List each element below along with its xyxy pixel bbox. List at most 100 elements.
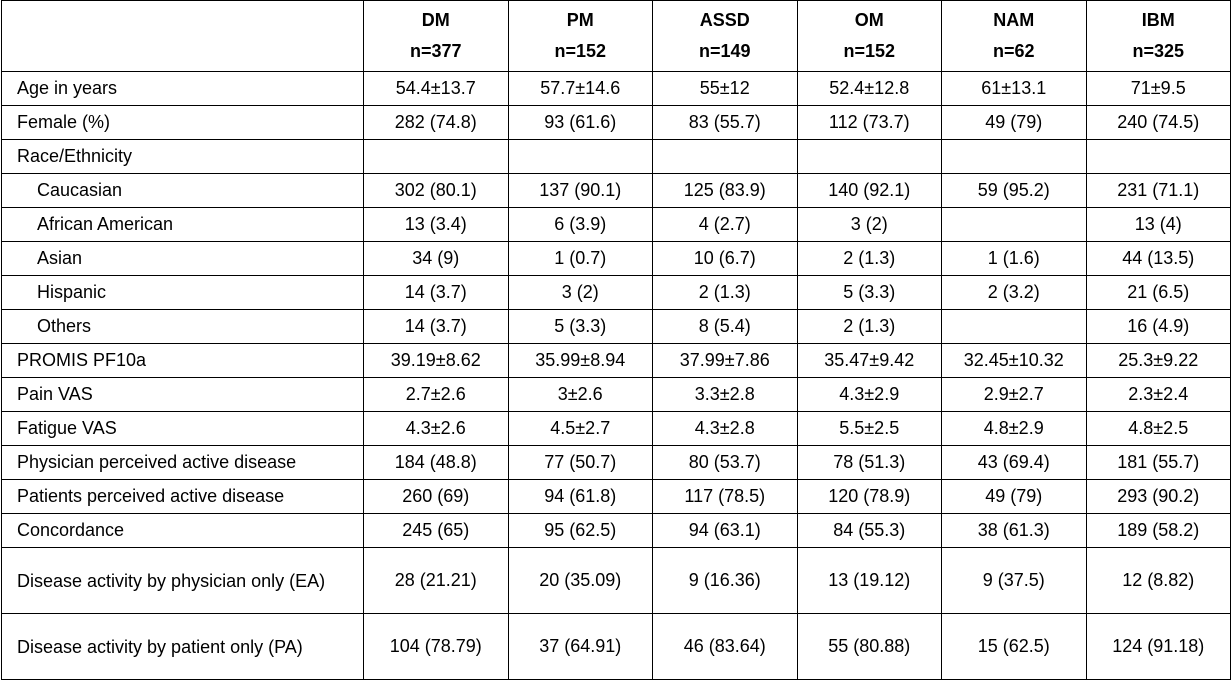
column-header-om: OM n=152 xyxy=(796,0,942,72)
value-cell: 5 (3.3) xyxy=(507,309,653,344)
value-cell: 5 (3.3) xyxy=(796,275,942,310)
value-cell: 189 (58.2) xyxy=(1085,513,1231,548)
value-cell xyxy=(1085,139,1231,174)
value-cell: 137 (90.1) xyxy=(507,173,653,208)
value-cell: 38 (61.3) xyxy=(941,513,1087,548)
table-row: African American 13 (3.4) 6 (3.9) 4 (2.7) 3 … xyxy=(1,207,1231,242)
table-row: Disease activity by patient only (PA) 104… xyxy=(1,613,1231,680)
value-cell: 120 (78.9) xyxy=(796,479,942,514)
column-name: OM xyxy=(854,10,884,30)
value-cell xyxy=(941,207,1087,242)
value-cell: 2.3±2.4 xyxy=(1085,377,1231,412)
column-n: n=377 xyxy=(409,41,462,61)
table-row: Fatigue VAS 4.3±2.6 4.5±2.7 4.3±2.8 5.5±2.5 4… xyxy=(1,411,1231,446)
value-cell: 4.5±2.7 xyxy=(507,411,653,446)
value-cell: 37 (64.91) xyxy=(507,613,653,680)
column-n: n=152 xyxy=(554,41,607,61)
value-cell: 52.4±12.8 xyxy=(796,71,942,106)
table-row: Others 14 (3.7) 5 (3.3) 8 (5.4) 2 (1.3) 16 (4… xyxy=(1,309,1231,344)
value-cell: 2 (1.3) xyxy=(796,241,942,276)
value-cell: 4.3±2.6 xyxy=(363,411,509,446)
value-cell: 9 (37.5) xyxy=(941,547,1087,614)
value-cell: 93 (61.6) xyxy=(507,105,653,140)
value-cell: 95 (62.5) xyxy=(507,513,653,548)
table-row: Concordance 245 (65) 95 (62.5) 94 (63.1) 84 … xyxy=(1,513,1231,548)
value-cell: 4.3±2.8 xyxy=(652,411,798,446)
value-cell: 293 (90.2) xyxy=(1085,479,1231,514)
row-label: Female (%) xyxy=(1,105,364,140)
table-row: Physician perceived active disease 184 (4… xyxy=(1,445,1231,480)
value-cell: 282 (74.8) xyxy=(363,105,509,140)
table-row: Disease activity by physician only (EA) 2… xyxy=(1,547,1231,614)
header-row: DM n=377 PM n=152 ASSD n=149 OM n=152 NAM n=6… xyxy=(1,0,1231,72)
value-cell: 3 (2) xyxy=(507,275,653,310)
table-row: Age in years 54.4±13.7 57.7±14.6 55±12 52.4±… xyxy=(1,71,1231,106)
value-cell: 4.8±2.5 xyxy=(1085,411,1231,446)
value-cell: 4.3±2.9 xyxy=(796,377,942,412)
value-cell: 77 (50.7) xyxy=(507,445,653,480)
value-cell: 46 (83.64) xyxy=(652,613,798,680)
row-label: Others xyxy=(1,309,364,344)
value-cell: 10 (6.7) xyxy=(652,241,798,276)
row-label: Asian xyxy=(1,241,364,276)
column-header-pm: PM n=152 xyxy=(507,0,653,72)
value-cell: 28 (21.21) xyxy=(363,547,509,614)
row-label: Race/Ethnicity xyxy=(1,139,364,174)
table-row: Caucasian 302 (80.1) 137 (90.1) 125 (83.9) 1… xyxy=(1,173,1231,208)
value-cell: 245 (65) xyxy=(363,513,509,548)
value-cell: 2.7±2.6 xyxy=(363,377,509,412)
column-header-assd: ASSD n=149 xyxy=(652,0,798,72)
row-label: Concordance xyxy=(1,513,364,548)
value-cell: 12 (8.82) xyxy=(1085,547,1231,614)
value-cell: 39.19±8.62 xyxy=(363,343,509,378)
column-name: DM xyxy=(421,10,450,30)
row-label: PROMIS PF10a xyxy=(1,343,364,378)
value-cell: 4.8±2.9 xyxy=(941,411,1087,446)
value-cell: 184 (48.8) xyxy=(363,445,509,480)
value-cell: 94 (63.1) xyxy=(652,513,798,548)
value-cell xyxy=(796,139,942,174)
table-row: Pain VAS 2.7±2.6 3±2.6 3.3±2.8 4.3±2.9 2.9±2.… xyxy=(1,377,1231,412)
row-label: Disease activity by patient only (PA) xyxy=(1,613,364,680)
value-cell: 2 (1.3) xyxy=(652,275,798,310)
row-label: Caucasian xyxy=(1,173,364,208)
value-cell: 55 (80.88) xyxy=(796,613,942,680)
row-label: Patients perceived active disease xyxy=(1,479,364,514)
value-cell: 43 (69.4) xyxy=(941,445,1087,480)
value-cell: 94 (61.8) xyxy=(507,479,653,514)
row-label: African American xyxy=(1,207,364,242)
value-cell: 54.4±13.7 xyxy=(363,71,509,106)
value-cell: 35.99±8.94 xyxy=(507,343,653,378)
value-cell: 260 (69) xyxy=(363,479,509,514)
value-cell xyxy=(941,309,1087,344)
value-cell: 3±2.6 xyxy=(507,377,653,412)
row-label: Age in years xyxy=(1,71,364,106)
value-cell: 2 (1.3) xyxy=(796,309,942,344)
value-cell: 37.99±7.86 xyxy=(652,343,798,378)
value-cell: 20 (35.09) xyxy=(507,547,653,614)
value-cell: 57.7±14.6 xyxy=(507,71,653,106)
row-label: Hispanic xyxy=(1,275,364,310)
table-body: Age in years 54.4±13.7 57.7±14.6 55±12 52.4±… xyxy=(1,71,1231,680)
value-cell xyxy=(507,139,653,174)
value-cell: 8 (5.4) xyxy=(652,309,798,344)
value-cell: 5.5±2.5 xyxy=(796,411,942,446)
value-cell: 59 (95.2) xyxy=(941,173,1087,208)
value-cell: 9 (16.36) xyxy=(652,547,798,614)
row-label: Pain VAS xyxy=(1,377,364,412)
value-cell: 13 (4) xyxy=(1085,207,1231,242)
value-cell: 61±13.1 xyxy=(941,71,1087,106)
value-cell: 80 (53.7) xyxy=(652,445,798,480)
row-label: Fatigue VAS xyxy=(1,411,364,446)
value-cell: 84 (55.3) xyxy=(796,513,942,548)
value-cell: 34 (9) xyxy=(363,241,509,276)
column-name: IBM xyxy=(1141,10,1175,30)
row-label: Physician perceived active disease xyxy=(1,445,364,480)
value-cell: 124 (91.18) xyxy=(1085,613,1231,680)
value-cell: 2.9±2.7 xyxy=(941,377,1087,412)
row-label: Disease activity by physician only (EA) xyxy=(1,547,364,614)
value-cell: 15 (62.5) xyxy=(941,613,1087,680)
table-row: Asian 34 (9) 1 (0.7) 10 (6.7) 2 (1.3) 1 (1.6)… xyxy=(1,241,1231,276)
value-cell: 1 (0.7) xyxy=(507,241,653,276)
value-cell: 55±12 xyxy=(652,71,798,106)
